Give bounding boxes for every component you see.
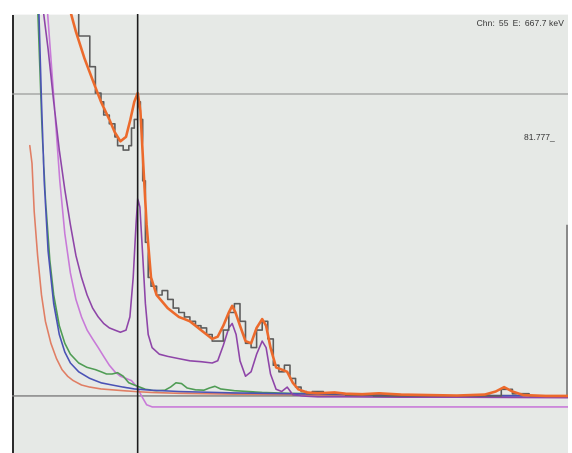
plot-top-border xyxy=(12,14,568,15)
reference-lines xyxy=(12,93,568,397)
series-line-3 xyxy=(38,14,568,397)
cursor-readout: Chn: 55 E: 667.7 keV xyxy=(473,18,564,28)
level-marker-label: 81.777_ xyxy=(524,132,555,142)
channel-value: 55 xyxy=(498,18,509,28)
energy-label: E: xyxy=(512,18,521,28)
series-layer xyxy=(29,14,568,408)
series-line-1 xyxy=(69,14,568,398)
series-line-4 xyxy=(37,14,568,397)
series-line-6 xyxy=(46,14,568,408)
plot-left-border xyxy=(12,14,14,453)
series-line-2 xyxy=(42,14,568,399)
channel-label: Chn: xyxy=(476,18,495,28)
energy-value: 667.7 keV xyxy=(524,18,564,28)
series-line-5 xyxy=(29,144,568,397)
